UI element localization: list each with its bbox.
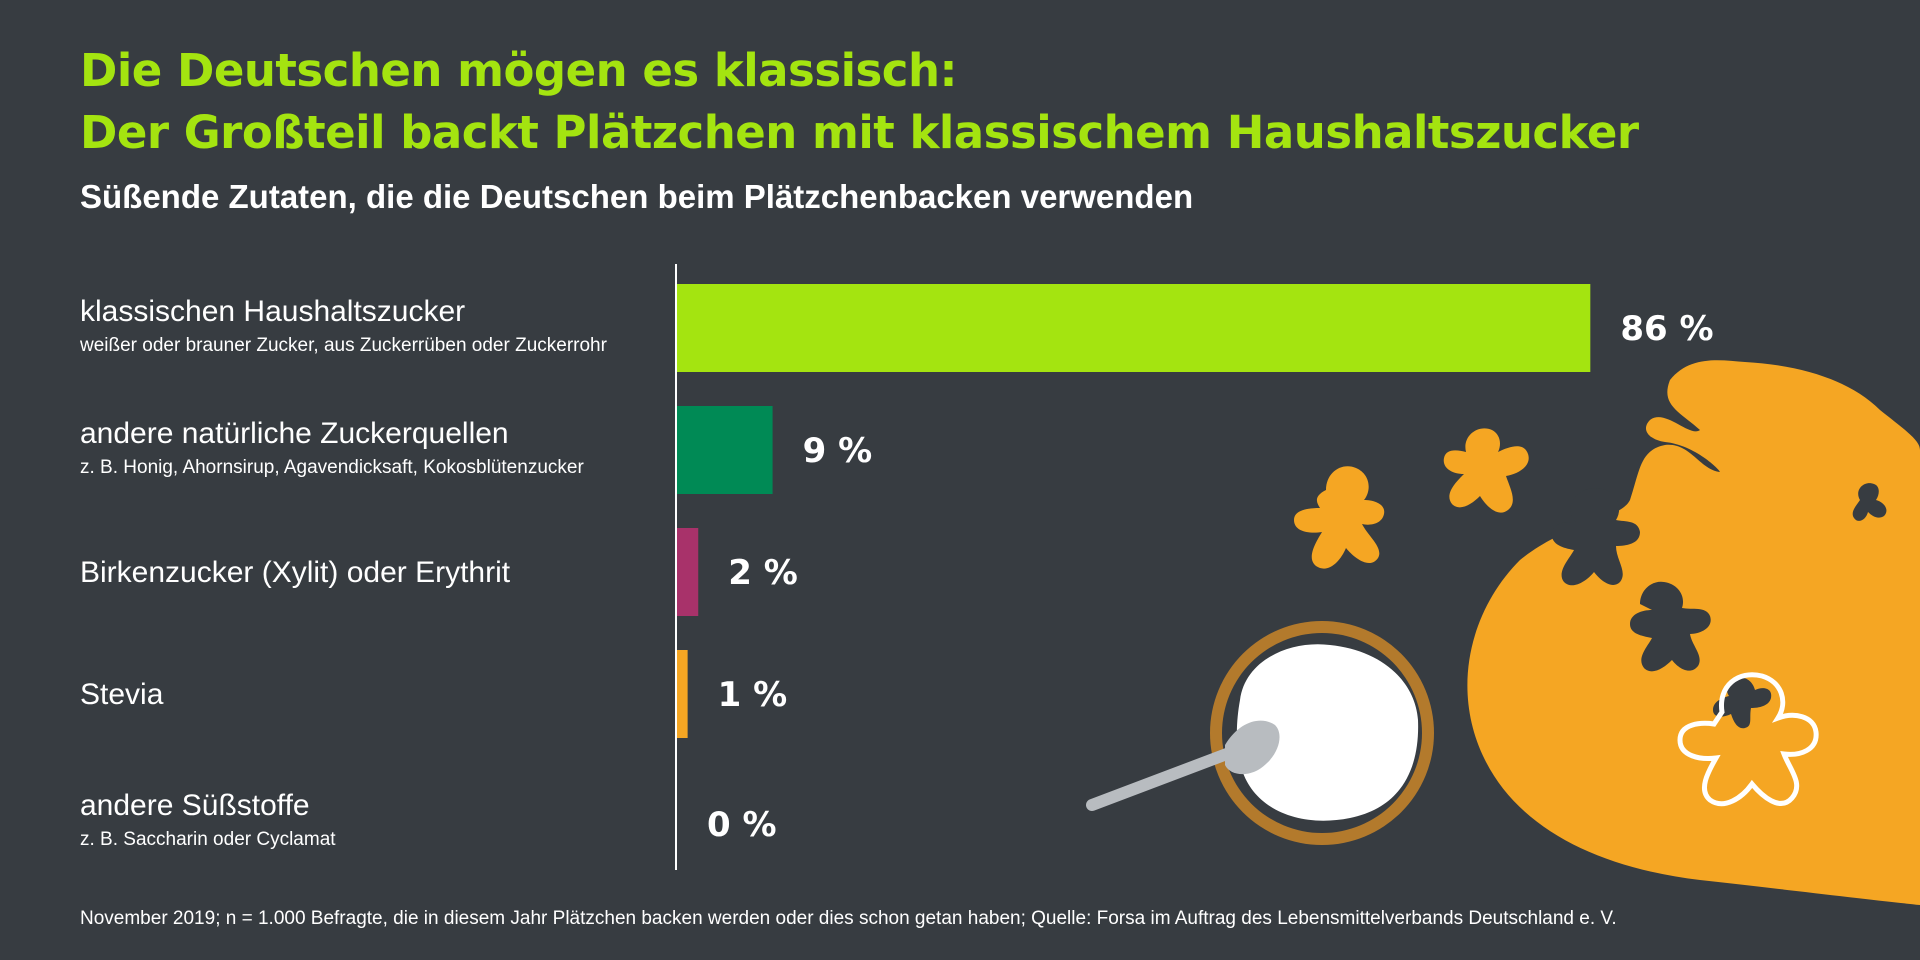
category-description: z. B. Honig, Ahornsirup, Agavendicksaft,… [80,457,584,478]
gingerbread-cookie-icon [1294,466,1385,569]
value-label-andere-suessstoffe: 0 % [707,805,777,845]
category-name: andere Süßstoffe [80,789,310,822]
cookie-cutter-icon [1677,672,1819,807]
gingerbread-cookie-icon [1443,428,1529,513]
category-name: Stevia [80,678,164,711]
value-label-birkenzucker: 2 % [728,553,798,593]
category-description: weißer oder brauner Zucker, aus Zuckerrü… [80,335,607,356]
title-line-2: Der Großteil backt Plätzchen mit klassis… [80,106,1639,159]
category-name: andere natürliche Zuckerquellen [80,417,509,450]
gingerbread-cookie-icon [1551,488,1640,586]
value-label-haushaltszucker: 86 % [1620,309,1713,349]
category-label-birkenzucker: Birkenzucker (Xylit) oder Erythrit [80,555,670,591]
gingerbread-cookie-icon [1630,581,1711,672]
gingerbread-cookie-icon [1852,483,1887,521]
flour [1236,644,1419,821]
category-label-natuerliche-zuckerquellen: andere natürliche Zuckerquellen z. B. Ho… [80,416,670,480]
bar-birkenzucker [677,528,699,616]
category-label-stevia: Stevia [80,677,670,713]
bar-natuerliche-zuckerquellen [677,406,773,494]
baking-illustration [1086,360,1920,905]
value-label-natuerliche-zuckerquellen: 9 % [803,431,873,471]
category-name: Birkenzucker (Xylit) oder Erythrit [80,556,511,589]
mixing-bowl-icon [1210,621,1434,845]
title-line-1: Die Deutschen mögen es klassisch: [80,44,958,97]
chart-title: Die Deutschen mögen es klassisch: Der Gr… [80,40,1639,164]
category-description: z. B. Saccharin oder Cyclamat [80,829,336,850]
spoon-icon [1086,720,1280,811]
source-footnote: November 2019; n = 1.000 Befragte, die i… [80,908,1617,929]
value-label-stevia: 1 % [718,675,788,715]
category-label-andere-suessstoffe: andere Süßstoffe z. B. Saccharin oder Cy… [80,788,670,852]
bar-stevia [677,650,688,738]
chart-subtitle: Süßende Zutaten, die die Deutschen beim … [80,178,1194,215]
category-label-haushaltszucker: klassischen Haushaltszucker weißer oder … [80,294,670,358]
category-name: klassischen Haushaltszucker [80,295,466,328]
bar-haushaltszucker [677,284,1591,372]
